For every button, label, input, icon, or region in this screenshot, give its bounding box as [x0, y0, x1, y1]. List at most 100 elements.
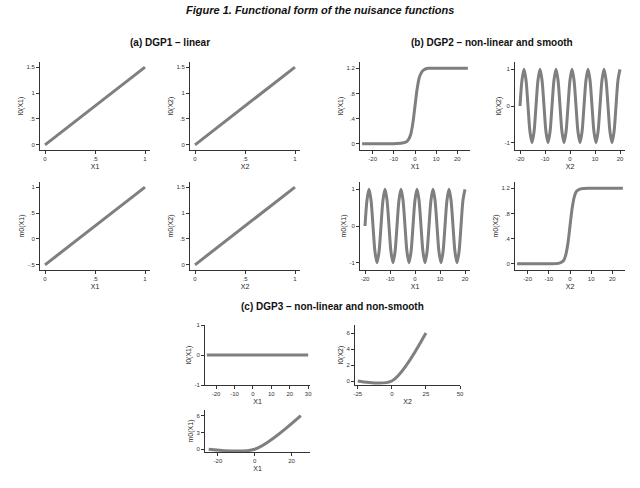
svg-text:m0(X2): m0(X2) [167, 215, 175, 238]
svg-text:10: 10 [437, 276, 444, 282]
svg-text:4: 4 [346, 346, 350, 352]
svg-text:50: 50 [457, 391, 464, 397]
svg-text:1: 1 [181, 210, 185, 216]
svg-text:X2: X2 [241, 163, 250, 170]
svg-text:m0(X2): m0(X2) [492, 215, 500, 238]
svg-text:l0(X1): l0(X1) [185, 346, 193, 365]
svg-text:m0(X1): m0(X1) [340, 215, 348, 238]
svg-text:3: 3 [196, 430, 200, 436]
svg-text:-20: -20 [214, 458, 223, 464]
svg-text:m0(X1): m0(X1) [18, 215, 26, 238]
svg-text:m0(X1): m0(X1) [187, 420, 195, 443]
svg-text:l0(X1): l0(X1) [337, 97, 345, 116]
svg-text:0: 0 [253, 458, 257, 464]
svg-text:l0(X1): l0(X1) [17, 97, 25, 116]
svg-text:.5: .5 [242, 276, 248, 282]
svg-text:X1: X1 [253, 398, 262, 405]
svg-text:.8: .8 [350, 91, 356, 97]
svg-text:25: 25 [423, 391, 430, 397]
svg-text:1: 1 [31, 184, 35, 190]
svg-text:0: 0 [568, 276, 572, 282]
svg-text:.5: .5 [180, 236, 186, 242]
svg-text:-10: -10 [230, 391, 239, 397]
svg-text:(c) DGP3 – non-linear and non-: (c) DGP3 – non-linear and non-smooth [241, 301, 424, 312]
svg-text:0: 0 [506, 261, 510, 267]
svg-text:-10: -10 [545, 276, 554, 282]
svg-text:X1: X1 [91, 163, 100, 170]
svg-text:X1: X1 [411, 163, 420, 170]
svg-text:1: 1 [293, 276, 297, 282]
svg-text:l0(X2): l0(X2) [337, 346, 345, 365]
svg-text:1: 1 [143, 156, 147, 162]
svg-text:0: 0 [351, 141, 355, 147]
svg-text:-10: -10 [390, 156, 399, 162]
svg-text:1.5: 1.5 [26, 64, 35, 70]
svg-text:1: 1 [181, 90, 185, 96]
svg-text:6: 6 [346, 330, 350, 336]
svg-text:0: 0 [568, 156, 572, 162]
svg-text:1: 1 [506, 66, 510, 72]
svg-text:1: 1 [351, 186, 355, 192]
svg-text:0: 0 [43, 276, 47, 282]
svg-text:1: 1 [143, 276, 147, 282]
svg-text:.8: .8 [505, 211, 511, 217]
svg-text:20: 20 [462, 276, 469, 282]
svg-text:-.5: -.5 [28, 262, 36, 268]
svg-text:1.2: 1.2 [501, 185, 510, 191]
svg-text:1.5: 1.5 [176, 184, 185, 190]
svg-text:0: 0 [506, 103, 510, 109]
svg-text:X2: X2 [566, 163, 575, 170]
svg-text:20: 20 [454, 156, 461, 162]
svg-text:-20: -20 [361, 276, 370, 282]
svg-text:X1: X1 [91, 283, 100, 290]
svg-text:-1: -1 [349, 260, 355, 266]
svg-text:-20: -20 [368, 156, 377, 162]
svg-text:.4: .4 [505, 236, 511, 242]
svg-text:-10: -10 [541, 156, 550, 162]
svg-text:-1: -1 [194, 382, 200, 388]
svg-text:-20: -20 [523, 276, 532, 282]
svg-text:0: 0 [43, 156, 47, 162]
svg-text:1: 1 [196, 322, 200, 328]
svg-text:0: 0 [413, 276, 417, 282]
svg-text:(a) DGP1 – linear: (a) DGP1 – linear [130, 37, 210, 48]
svg-text:X2: X2 [403, 398, 412, 405]
svg-text:1: 1 [31, 90, 35, 96]
svg-text:0: 0 [413, 156, 417, 162]
svg-text:0: 0 [181, 262, 185, 268]
svg-text:10: 10 [433, 156, 440, 162]
svg-text:.5: .5 [30, 116, 36, 122]
svg-text:.4: .4 [350, 116, 356, 122]
svg-text:20: 20 [617, 156, 624, 162]
svg-text:.5: .5 [30, 210, 36, 216]
svg-text:0: 0 [193, 156, 197, 162]
svg-text:.5: .5 [180, 116, 186, 122]
svg-text:1.5: 1.5 [176, 64, 185, 70]
svg-text:.5: .5 [242, 156, 248, 162]
svg-text:20: 20 [288, 458, 295, 464]
svg-text:-25: -25 [353, 391, 362, 397]
svg-text:20: 20 [286, 391, 293, 397]
svg-text:Figure 1. Functional form of t: Figure 1. Functional form of the nuisanc… [186, 4, 454, 16]
svg-text:20: 20 [609, 276, 616, 282]
svg-text:10: 10 [268, 391, 275, 397]
svg-text:-20: -20 [516, 156, 525, 162]
svg-text:l0(X2): l0(X2) [167, 97, 175, 116]
svg-text:10: 10 [588, 276, 595, 282]
svg-text:(b) DGP2 – non-linear and smoo: (b) DGP2 – non-linear and smooth [411, 37, 573, 48]
svg-text:30: 30 [305, 391, 312, 397]
svg-text:-20: -20 [212, 391, 221, 397]
svg-text:X1: X1 [253, 465, 262, 472]
svg-text:0: 0 [346, 378, 350, 384]
svg-text:.5: .5 [92, 276, 98, 282]
svg-text:0: 0 [351, 223, 355, 229]
svg-text:1.2: 1.2 [346, 65, 355, 71]
svg-text:X1: X1 [411, 283, 420, 290]
svg-text:0: 0 [31, 236, 35, 242]
svg-text:0: 0 [193, 276, 197, 282]
svg-text:1: 1 [293, 156, 297, 162]
svg-text:0: 0 [196, 352, 200, 358]
svg-text:6: 6 [196, 413, 200, 419]
svg-text:.5: .5 [92, 156, 98, 162]
svg-text:X2: X2 [566, 283, 575, 290]
